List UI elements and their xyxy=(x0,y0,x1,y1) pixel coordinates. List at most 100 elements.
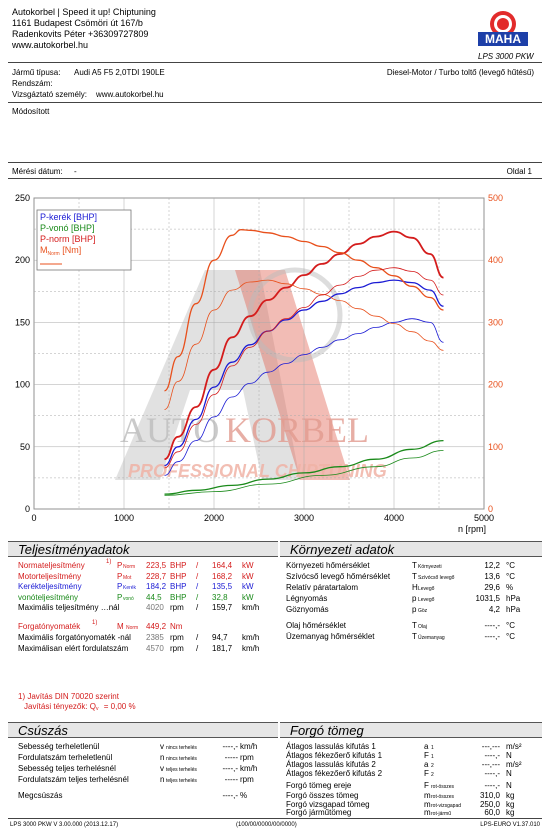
max-rpm-sep: / xyxy=(196,644,199,653)
env-value: 13,6 xyxy=(484,572,500,581)
perf-symbol-sub: vonó xyxy=(123,595,134,602)
perf-unit-2: kW xyxy=(242,571,254,581)
perf-value-2: 164,4 xyxy=(212,561,233,570)
max-speed-unit: km/h xyxy=(242,644,260,653)
chart-ticks: 0 1000 2000 3000 4000 50000501001502002500100… xyxy=(15,193,503,534)
mass-symbol: m xyxy=(424,800,431,809)
vehicle-type-value: Audi A5 F5 2,0TDI 190LE xyxy=(74,68,165,77)
slip-symbol: n xyxy=(160,775,165,784)
performance-row: Maximális teljesítmény …nál 4020 rpm / 159,7… xyxy=(18,603,278,613)
perf-unit-1: BHP xyxy=(170,592,187,602)
chart-series xyxy=(164,229,444,496)
divider xyxy=(8,162,542,163)
series-line xyxy=(164,229,444,392)
env-label: Üzemanyag hőmérséklet xyxy=(286,632,375,641)
slip-label: Fordulatszám terheletlenül xyxy=(18,753,113,762)
chart-legend: P-kerék [BHP]P-vonó [BHP]P-norm [BHP]MNo… xyxy=(36,209,132,271)
mass-symbol-sub: rot-összes xyxy=(431,784,455,790)
slip-symbol: n xyxy=(160,753,165,762)
perf-note: 1) xyxy=(106,559,112,565)
slip-label: Fordulatszám teljes terhelésnél xyxy=(18,775,129,784)
mass-value: ----,- xyxy=(484,751,500,760)
y-right-tick-label: 300 xyxy=(488,317,503,327)
perf-symbol: P xyxy=(117,561,123,570)
mass-label: Átlagos fékezőerő kifutás 2 xyxy=(286,769,383,778)
mass-value: ----,- xyxy=(484,781,500,790)
env-unit: hPa xyxy=(506,594,521,603)
slip-symbol-sub: nincs terhelés xyxy=(166,745,197,751)
mass-unit: N xyxy=(506,781,512,790)
y-right-tick-label: 100 xyxy=(488,442,503,452)
slip-label: Sebesség terheletlenül xyxy=(18,742,100,751)
slip-value: ----,- xyxy=(222,764,238,773)
performance-row: Motorteljesítmény P Mot 228,7 BHP / 168,2 kW xyxy=(18,572,278,582)
torque-label: Forgatónyomaték xyxy=(18,622,81,631)
footer-divider xyxy=(8,818,542,819)
env-value: 1031,5 xyxy=(475,594,500,603)
mass-unit: m/s² xyxy=(506,742,522,751)
tester-value: www.autokorbel.hu xyxy=(96,90,164,99)
mass-label: Forgó összes tömeg xyxy=(286,791,359,800)
y-left-tick-label: 150 xyxy=(15,317,30,327)
perf-value-2: 32,8 xyxy=(212,592,228,602)
engine-type: Diesel-Motor / Turbo toltő (levegő hűtés… xyxy=(386,68,534,77)
env-symbol-sub: Göz xyxy=(418,608,428,614)
perf-value-1: 228,7 xyxy=(146,571,167,581)
x-tick-label: 2000 xyxy=(204,513,224,523)
max-speed: 181,7 xyxy=(212,644,233,653)
slip-row: Sebesség teljes terhelésnél v teljes terhe… xyxy=(18,764,278,774)
env-unit: hPa xyxy=(506,605,521,614)
env-value: ----,- xyxy=(484,621,500,630)
env-symbol-sub: Szívócső levegő xyxy=(418,575,455,581)
mass-symbol-sub: 2 xyxy=(431,772,434,778)
mass-symbol: F xyxy=(424,781,429,790)
environment-row: Olaj hőmérséklet T Olaj ----,- °C xyxy=(286,621,542,631)
env-label: Szívócső levegő hőmérséklet xyxy=(286,572,391,581)
environment-row: Légnyomás p Levegő 1031,5 hPa xyxy=(286,594,542,604)
env-unit: % xyxy=(506,583,514,592)
mass-unit: N xyxy=(506,751,512,760)
perf-symbol: P xyxy=(117,582,123,591)
vehicle-type-label: Jármű típusa: xyxy=(12,68,61,77)
torque-rpm: 2385 xyxy=(146,633,164,642)
env-symbol: T xyxy=(412,572,417,581)
perf-value-2: 135,5 xyxy=(212,582,233,591)
env-symbol: p xyxy=(412,605,417,614)
perf-sep: / xyxy=(196,592,199,602)
mass-symbol-sub: rot-összes xyxy=(431,794,455,800)
performance-title: Teljesítményadatok xyxy=(18,542,130,557)
watermark-wheel-icon xyxy=(247,267,343,363)
slip-title: Csúszás xyxy=(18,723,68,738)
env-symbol-sub: Üzemanyag xyxy=(418,635,445,641)
tester-label: Vizsgáztató személy: xyxy=(12,90,87,99)
env-unit: °C xyxy=(506,561,515,570)
perf-label: Normateljesítmény xyxy=(18,561,85,570)
environment-header: Környezeti adatok xyxy=(280,541,542,557)
y-left-tick-label: 200 xyxy=(15,255,30,265)
mass-row: Átlagos fékezőerő kifutás 1 F 1 ----,- N xyxy=(286,751,542,761)
env-unit: °C xyxy=(506,621,515,630)
company-website: www.autokorbel.hu xyxy=(12,40,89,50)
page-number: Oldal 1 xyxy=(506,167,532,176)
env-value: ----,- xyxy=(484,632,500,641)
series-line xyxy=(164,230,444,461)
perf-label: Kerékteljesítmény xyxy=(18,582,82,591)
mass-row: Forgó járműtömeg m rot-jármű 60,0 kg xyxy=(286,808,542,818)
slip-unit: km/h xyxy=(240,742,258,751)
env-unit: °C xyxy=(506,572,515,581)
maha-logo-icon: MAHA xyxy=(478,11,528,46)
slip-unit: rpm xyxy=(240,753,254,762)
mass-symbol: a xyxy=(424,760,429,769)
perf-sep: / xyxy=(196,561,199,570)
series-line xyxy=(164,267,444,469)
legend-entry: P-vonó [BHP] xyxy=(40,223,95,233)
x-tick-label: 1000 xyxy=(114,513,134,523)
mass-label: Átlagos lassulás kifutás 2 xyxy=(286,760,376,769)
mass-row: Forgó vizsgapad tömeg m rot-vizsgapad 250,0… xyxy=(286,800,542,810)
plate-label: Rendszám: xyxy=(12,79,53,88)
modified-label: Módosított xyxy=(12,107,50,116)
torque-speed: 94,7 xyxy=(212,633,228,642)
perf-symbol-sub: Mot xyxy=(123,574,132,581)
x-tick-label: 4000 xyxy=(384,513,404,523)
